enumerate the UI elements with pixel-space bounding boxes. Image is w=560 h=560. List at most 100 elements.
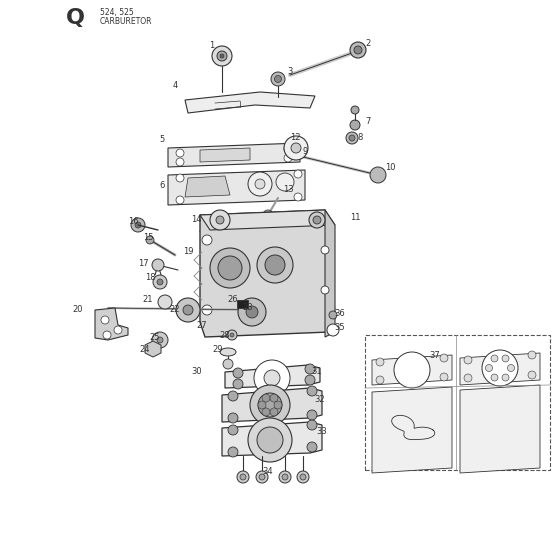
Circle shape bbox=[284, 154, 292, 162]
Polygon shape bbox=[145, 341, 161, 357]
Circle shape bbox=[350, 42, 366, 58]
Text: 2: 2 bbox=[365, 39, 371, 48]
Text: 29: 29 bbox=[213, 346, 223, 354]
Circle shape bbox=[370, 167, 386, 183]
Text: 1: 1 bbox=[209, 40, 214, 49]
Text: 10: 10 bbox=[385, 164, 395, 172]
Circle shape bbox=[153, 275, 167, 289]
Text: 34: 34 bbox=[263, 468, 273, 477]
Circle shape bbox=[131, 218, 145, 232]
Text: Q: Q bbox=[66, 8, 85, 28]
Circle shape bbox=[307, 420, 317, 430]
Circle shape bbox=[291, 143, 301, 153]
Circle shape bbox=[250, 385, 290, 425]
Polygon shape bbox=[468, 413, 492, 427]
Circle shape bbox=[176, 158, 184, 166]
Text: 5: 5 bbox=[160, 136, 165, 144]
Circle shape bbox=[528, 351, 536, 359]
Polygon shape bbox=[460, 353, 540, 385]
Circle shape bbox=[212, 46, 232, 66]
Circle shape bbox=[216, 216, 224, 224]
Circle shape bbox=[157, 279, 163, 285]
Circle shape bbox=[202, 305, 212, 315]
Text: 16: 16 bbox=[128, 217, 138, 226]
Polygon shape bbox=[185, 92, 315, 113]
Polygon shape bbox=[95, 308, 128, 340]
Circle shape bbox=[176, 298, 200, 322]
Text: 6: 6 bbox=[159, 180, 165, 189]
Circle shape bbox=[329, 311, 337, 319]
Polygon shape bbox=[185, 176, 230, 197]
Circle shape bbox=[152, 332, 168, 348]
Circle shape bbox=[217, 51, 227, 61]
Text: CARBURETOR: CARBURETOR bbox=[100, 16, 152, 26]
Circle shape bbox=[394, 352, 430, 388]
Circle shape bbox=[265, 255, 285, 275]
Circle shape bbox=[228, 391, 238, 401]
Text: 14: 14 bbox=[191, 216, 201, 225]
Circle shape bbox=[282, 474, 288, 480]
Circle shape bbox=[152, 259, 164, 271]
Text: 4: 4 bbox=[172, 81, 178, 90]
Circle shape bbox=[210, 210, 230, 230]
Circle shape bbox=[279, 471, 291, 483]
Circle shape bbox=[274, 401, 282, 409]
Text: 19: 19 bbox=[183, 248, 193, 256]
Circle shape bbox=[262, 408, 270, 416]
Polygon shape bbox=[490, 427, 520, 443]
Circle shape bbox=[103, 331, 111, 339]
Circle shape bbox=[220, 54, 224, 58]
Polygon shape bbox=[225, 365, 320, 388]
Circle shape bbox=[210, 248, 250, 288]
Text: 22: 22 bbox=[170, 306, 180, 315]
Circle shape bbox=[223, 359, 233, 369]
Circle shape bbox=[276, 173, 294, 191]
Text: 31: 31 bbox=[312, 367, 323, 376]
Circle shape bbox=[264, 370, 280, 386]
Text: 20: 20 bbox=[73, 306, 83, 315]
Circle shape bbox=[228, 447, 238, 457]
Polygon shape bbox=[168, 170, 305, 205]
Circle shape bbox=[254, 360, 290, 396]
Polygon shape bbox=[372, 387, 452, 473]
Circle shape bbox=[258, 401, 266, 409]
Circle shape bbox=[248, 172, 272, 196]
Circle shape bbox=[294, 193, 302, 201]
Text: 32: 32 bbox=[315, 395, 325, 404]
Circle shape bbox=[270, 408, 278, 416]
Circle shape bbox=[146, 236, 154, 244]
Circle shape bbox=[440, 373, 448, 381]
Circle shape bbox=[305, 364, 315, 374]
Text: 17: 17 bbox=[138, 259, 148, 268]
Circle shape bbox=[256, 471, 268, 483]
Circle shape bbox=[237, 471, 249, 483]
Text: 36: 36 bbox=[335, 309, 346, 318]
Text: 11: 11 bbox=[350, 213, 360, 222]
Circle shape bbox=[248, 418, 292, 462]
Text: 8: 8 bbox=[357, 133, 363, 142]
Bar bbox=[365, 335, 550, 470]
Text: 28: 28 bbox=[220, 332, 230, 340]
Text: 7: 7 bbox=[365, 118, 371, 127]
Text: 37: 37 bbox=[430, 351, 440, 360]
Text: 26: 26 bbox=[228, 296, 239, 305]
Circle shape bbox=[349, 135, 355, 141]
Circle shape bbox=[351, 106, 359, 114]
Text: 25: 25 bbox=[150, 334, 160, 343]
Circle shape bbox=[270, 394, 278, 402]
Circle shape bbox=[486, 365, 492, 371]
Circle shape bbox=[202, 235, 212, 245]
Text: 35: 35 bbox=[335, 324, 346, 333]
Circle shape bbox=[259, 474, 265, 480]
Text: 21: 21 bbox=[143, 296, 153, 305]
Circle shape bbox=[321, 246, 329, 254]
Text: 27: 27 bbox=[197, 320, 207, 329]
Circle shape bbox=[176, 149, 184, 157]
Circle shape bbox=[300, 474, 306, 480]
Bar bbox=[237, 300, 248, 308]
Polygon shape bbox=[222, 422, 322, 456]
Polygon shape bbox=[200, 210, 335, 230]
Circle shape bbox=[271, 72, 285, 86]
Polygon shape bbox=[200, 210, 335, 337]
Polygon shape bbox=[325, 210, 335, 337]
